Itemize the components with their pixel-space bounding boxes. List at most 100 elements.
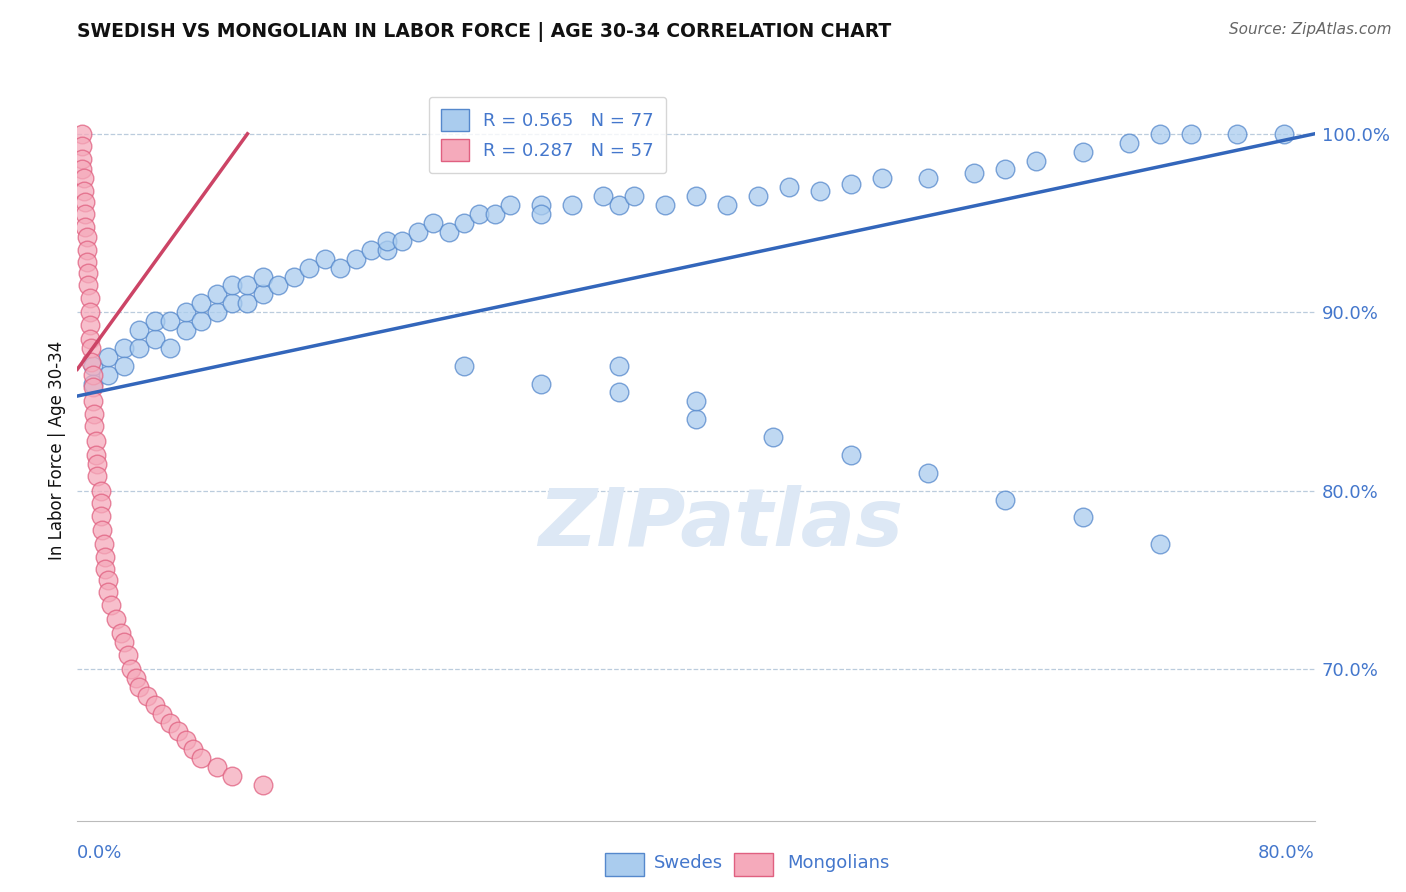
Point [90, 496, 112, 510]
Point [917, 171, 939, 186]
Text: Mongolians: Mongolians [787, 855, 890, 872]
Point [143, 314, 166, 328]
Point [1226, 127, 1249, 141]
Point [112, 635, 135, 649]
Point [762, 430, 785, 444]
Point [72, 184, 94, 198]
Point [70, 127, 93, 141]
Point [716, 198, 738, 212]
Point [167, 724, 190, 739]
Point [86, 469, 108, 483]
Point [1025, 153, 1047, 168]
Point [236, 296, 259, 310]
Point [143, 332, 166, 346]
Point [422, 216, 444, 230]
Point [86, 457, 108, 471]
Point [963, 166, 986, 180]
Point [70, 152, 93, 166]
Point [391, 234, 413, 248]
Point [79, 291, 101, 305]
Point [174, 305, 197, 319]
Point [91, 523, 114, 537]
Point [77, 278, 100, 293]
Point [97, 585, 120, 599]
Point [1071, 510, 1094, 524]
Point [94, 562, 117, 576]
Point [136, 689, 159, 703]
Point [839, 177, 862, 191]
Point [128, 323, 150, 337]
Text: SWEDISH VS MONGOLIAN IN LABOR FORCE | AGE 30-34 CORRELATION CHART: SWEDISH VS MONGOLIAN IN LABOR FORCE | AG… [77, 22, 891, 42]
Point [84, 448, 107, 462]
Point [747, 189, 769, 203]
Point [97, 350, 120, 364]
Point [839, 448, 862, 462]
Point [159, 341, 181, 355]
Point [159, 314, 181, 328]
Point [484, 207, 506, 221]
Point [112, 359, 135, 373]
Point [360, 243, 382, 257]
Point [80, 341, 103, 355]
Point [870, 171, 893, 186]
Point [654, 198, 676, 212]
Point [90, 483, 112, 498]
Point [183, 742, 205, 756]
Point [117, 648, 139, 662]
Point [283, 269, 305, 284]
Point [121, 662, 143, 676]
Point [76, 243, 98, 257]
Point [143, 698, 166, 712]
Point [607, 385, 630, 400]
Point [1149, 127, 1171, 141]
Point [82, 376, 104, 391]
Point [314, 252, 336, 266]
Point [375, 234, 398, 248]
Point [329, 260, 352, 275]
Point [83, 407, 105, 421]
Point [205, 305, 228, 319]
Point [561, 198, 583, 212]
Point [375, 243, 398, 257]
Text: 80.0%: 80.0% [1258, 844, 1315, 862]
Point [76, 255, 98, 269]
Point [205, 760, 228, 774]
Point [152, 706, 174, 721]
Point [236, 278, 259, 293]
Point [437, 225, 460, 239]
Point [82, 368, 104, 382]
Point [221, 278, 243, 293]
Point [82, 394, 104, 409]
Point [190, 751, 212, 765]
Point [190, 296, 212, 310]
Legend: R = 0.565   N = 77, R = 0.287   N = 57: R = 0.565 N = 77, R = 0.287 N = 57 [429, 96, 666, 173]
Point [530, 376, 553, 391]
Point [1118, 136, 1140, 150]
Point [77, 266, 100, 280]
Point [499, 198, 522, 212]
Point [530, 198, 553, 212]
Text: Source: ZipAtlas.com: Source: ZipAtlas.com [1229, 22, 1392, 37]
Point [80, 355, 103, 369]
Point [205, 287, 228, 301]
Point [1272, 127, 1295, 141]
Point [70, 139, 93, 153]
Point [221, 769, 243, 783]
Point [174, 323, 197, 337]
Point [453, 359, 475, 373]
Point [75, 219, 96, 234]
Point [84, 434, 107, 448]
Point [159, 715, 181, 730]
Point [453, 216, 475, 230]
Point [82, 359, 104, 373]
Point [97, 368, 120, 382]
Text: ZIPatlas: ZIPatlas [538, 485, 903, 564]
Point [778, 180, 800, 194]
Point [94, 549, 117, 564]
Point [808, 184, 831, 198]
Text: 0.0%: 0.0% [77, 844, 122, 862]
Point [75, 207, 96, 221]
Point [252, 269, 274, 284]
Point [344, 252, 367, 266]
Point [174, 733, 197, 747]
